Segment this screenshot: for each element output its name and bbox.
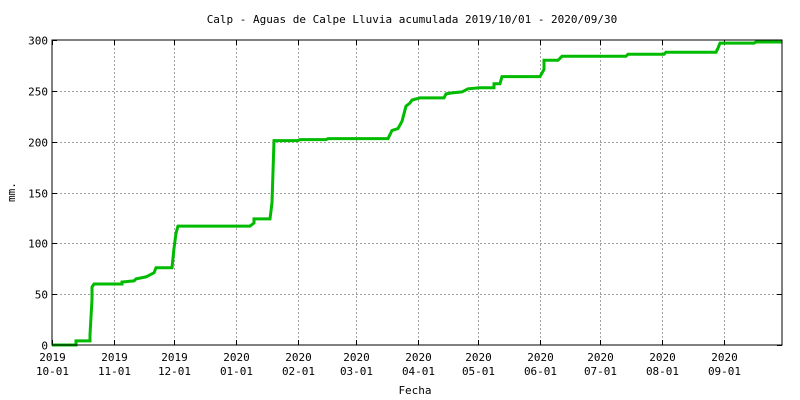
- gridlines: [52, 40, 782, 345]
- x-tick-year-label: 2019: [39, 351, 66, 364]
- x-tick-date-label: 05-01: [462, 365, 495, 378]
- chart-title: Calp - Aguas de Calpe Lluvia acumulada 2…: [207, 13, 618, 26]
- x-tick-year-label: 2020: [527, 351, 554, 364]
- x-tick-date-label: 06-01: [524, 365, 557, 378]
- y-tick-label: 200: [28, 137, 48, 150]
- x-tick-date-label: 03-01: [340, 365, 373, 378]
- x-tick-date-label: 10-01: [36, 365, 69, 378]
- x-tick-date-label: 01-01: [220, 365, 253, 378]
- x-tick-year-label: 2020: [465, 351, 492, 364]
- x-tick-date-label: 11-01: [98, 365, 131, 378]
- x-tick-year-label: 2019: [101, 351, 128, 364]
- x-tick-year-label: 2020: [343, 351, 370, 364]
- x-tick-date-label: 04-01: [402, 365, 435, 378]
- y-tick-label: 100: [28, 238, 48, 251]
- x-tick-year-label: 2020: [711, 351, 738, 364]
- y-tick-label: 250: [28, 86, 48, 99]
- x-tick-date-label: 12-01: [158, 365, 191, 378]
- x-axis-ticks: 201910-01201911-01201912-01202001-012020…: [36, 40, 741, 378]
- x-tick-year-label: 2020: [649, 351, 676, 364]
- x-tick-date-label: 08-01: [646, 365, 679, 378]
- y-axis-label: mm.: [5, 182, 18, 202]
- y-tick-label: 300: [28, 35, 48, 48]
- y-tick-label: 50: [35, 289, 48, 302]
- x-tick-date-label: 09-01: [708, 365, 741, 378]
- plot-area-border: [51, 39, 783, 346]
- y-tick-label: 0: [41, 340, 48, 353]
- x-tick-year-label: 2019: [161, 351, 188, 364]
- x-tick-year-label: 2020: [223, 351, 250, 364]
- rain-accumulated-line: [52, 40, 782, 347]
- y-tick-label: 150: [28, 188, 48, 201]
- x-tick-year-label: 2020: [587, 351, 614, 364]
- x-tick-year-label: 2020: [285, 351, 312, 364]
- x-tick-date-label: 02-01: [282, 365, 315, 378]
- x-tick-year-label: 2020: [405, 351, 432, 364]
- x-axis-label: Fecha: [398, 384, 431, 397]
- x-tick-date-label: 07-01: [584, 365, 617, 378]
- y-axis-ticks: 0 50 100 150 200 250 300: [28, 35, 782, 353]
